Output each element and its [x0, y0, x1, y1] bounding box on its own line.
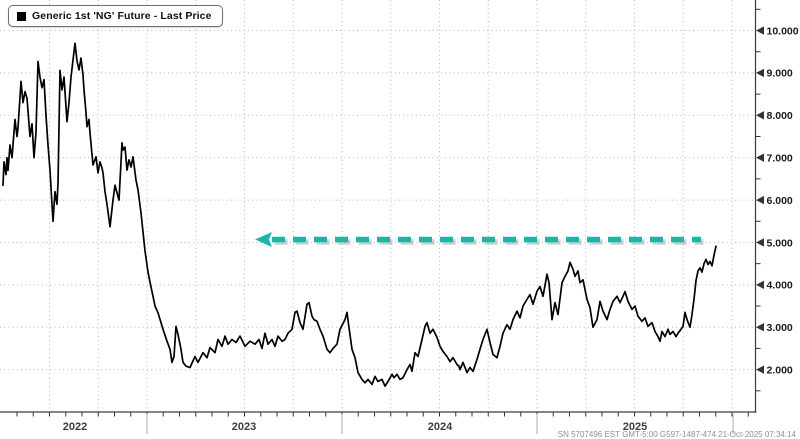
x-year-label: 2024 [428, 421, 453, 433]
footer-text: SN 5707496 EST GMT-5:00 G597-1487-474 21… [557, 430, 796, 439]
y-tick-label: 2.000 [767, 364, 793, 376]
y-tick-label: 9.000 [767, 68, 793, 80]
y-tick-arrow-icon [756, 280, 764, 290]
y-tick-label: 7.000 [767, 152, 793, 164]
y-tick-arrow-icon [756, 238, 764, 247]
y-tick-label: 6.000 [767, 195, 793, 207]
legend-series-marker [17, 11, 26, 21]
y-tick-label: 10.000 [767, 25, 799, 37]
x-year-label: 2025 [623, 421, 647, 433]
x-year-label: 2022 [63, 421, 87, 433]
y-tick-arrow-icon [756, 68, 764, 78]
y-tick-arrow-icon [756, 195, 764, 205]
y-tick-arrow-icon [756, 153, 764, 162]
y-tick-arrow-icon [756, 111, 764, 120]
y-tick-label: 8.000 [767, 110, 793, 122]
y-tick-label: 5.000 [767, 237, 793, 249]
y-tick-label: 4.000 [767, 280, 793, 292]
y-tick-arrow-icon [756, 365, 764, 374]
legend[interactable]: Generic 1st 'NG' Future - Last Price [8, 5, 223, 27]
legend-series-label: Generic 1st 'NG' Future - Last Price [32, 10, 212, 22]
price-line [2, 42, 717, 387]
y-tick-label: 3.000 [767, 322, 793, 334]
y-tick-arrow-icon [756, 26, 764, 35]
y-tick-arrow-icon [756, 323, 764, 332]
trend-arrow-head-icon [255, 231, 272, 247]
x-year-label: 2023 [232, 421, 256, 433]
